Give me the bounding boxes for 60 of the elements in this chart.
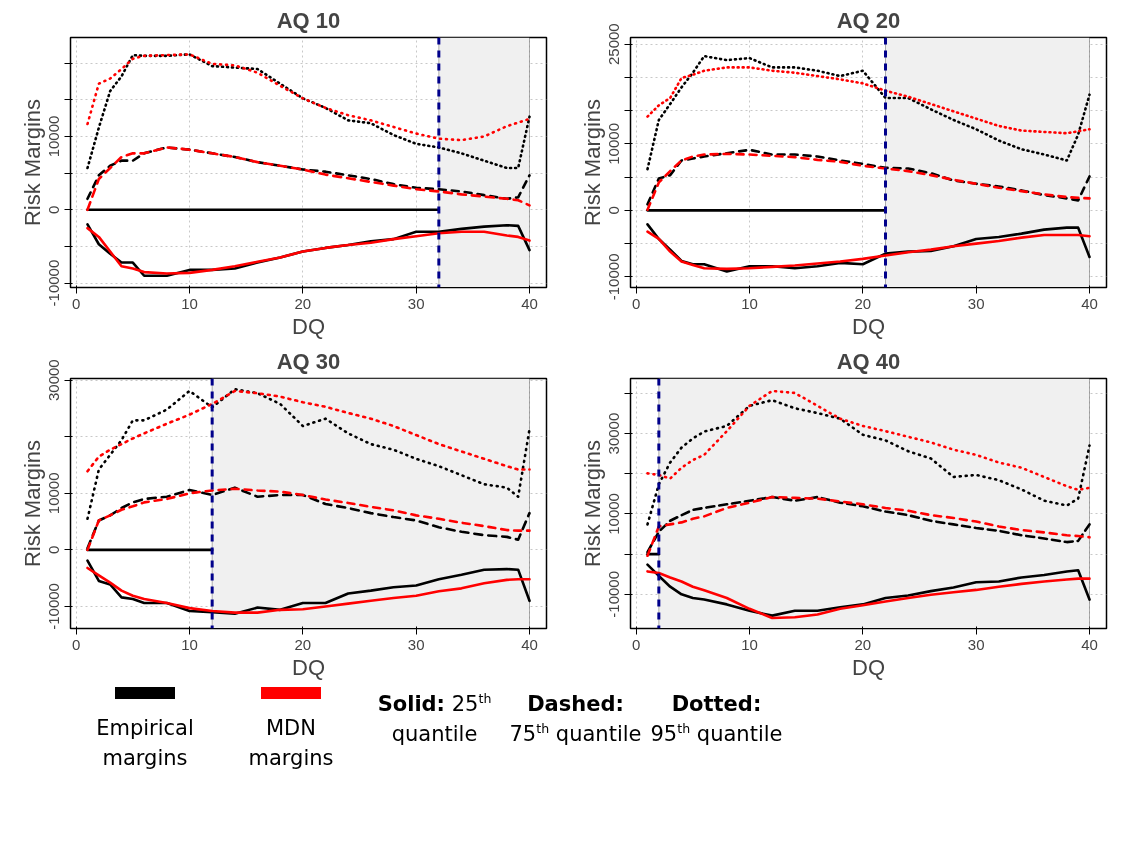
x-tick-label: 10 (181, 635, 198, 653)
chart-title: AQ 30 (276, 348, 341, 374)
y-tick-label: -10000 (45, 583, 63, 630)
x-tick-label: 0 (72, 294, 81, 312)
y-tick-label: 10000 (45, 472, 63, 515)
y-tick-label: 30000 (45, 359, 63, 402)
y-axis-title: Risk Margins (19, 439, 45, 568)
legend-label: MDN margins (247, 715, 335, 773)
y-tick-label: 10000 (605, 123, 623, 165)
line-series (86, 53, 531, 142)
x-tick-label: 10 (741, 294, 758, 312)
x-tick-label: 40 (1081, 294, 1098, 312)
y-tick-label: 10000 (45, 115, 63, 158)
chart-title: AQ 20 (836, 7, 901, 33)
chart-title: AQ 40 (836, 348, 901, 374)
y-axis-title: Risk Margins (19, 98, 45, 227)
y-tick-label: 0 (605, 206, 623, 215)
line-series (86, 389, 531, 473)
x-tick-label: 20 (854, 294, 872, 312)
line-series (646, 152, 1091, 212)
y-axis-title: Risk Margins (579, 439, 605, 568)
x-tick-label: 10 (181, 294, 198, 312)
y-tick-label: 10000 (605, 493, 623, 535)
y-tick-label: 25000 (605, 23, 623, 65)
line-series (646, 389, 1091, 492)
chart-title: AQ 10 (276, 7, 341, 33)
text: Solid: 25$^{th}$ quantile (377, 691, 492, 747)
line-series (646, 230, 1091, 271)
y-tick-label: -10000 (605, 570, 623, 618)
y-axis-title: Risk Margins (579, 98, 605, 227)
x-tick-label: 40 (521, 635, 538, 653)
x-tick-label: 30 (967, 635, 985, 653)
x-tick-label: 30 (407, 294, 425, 312)
x-tick-label: 20 (294, 635, 312, 653)
y-tick-label: 30000 (605, 412, 623, 455)
x-tick-label: 10 (741, 635, 758, 653)
line-series (86, 146, 531, 212)
line-series (646, 570, 1091, 620)
text: Dashed: 75$^{th}$ quantile (508, 691, 643, 749)
y-tick-label: 0 (45, 545, 63, 555)
y-tick-label: -10000 (605, 253, 623, 301)
x-axis-title: DQ (852, 654, 885, 680)
x-axis-title: DQ (292, 654, 325, 680)
x-tick-label: 0 (72, 635, 81, 653)
x-tick-label: 20 (294, 294, 312, 312)
line-series (646, 66, 1091, 135)
legend-label: Empirical margins (95, 715, 195, 773)
x-tick-label: 30 (967, 294, 985, 312)
y-tick-label: -10000 (45, 259, 63, 307)
line-series (86, 566, 531, 614)
x-tick-label: 40 (1081, 635, 1098, 653)
x-tick-label: 40 (521, 294, 538, 312)
x-tick-label: 0 (632, 635, 641, 653)
x-axis-title: DQ (852, 313, 885, 339)
x-tick-label: 30 (407, 635, 425, 653)
x-axis-title: DQ (292, 313, 325, 339)
text: Dotted: 95$^{th}$ quantile (649, 691, 784, 749)
x-tick-label: 20 (854, 635, 872, 653)
x-tick-label: 0 (632, 294, 641, 312)
y-tick-label: 0 (45, 205, 63, 214)
